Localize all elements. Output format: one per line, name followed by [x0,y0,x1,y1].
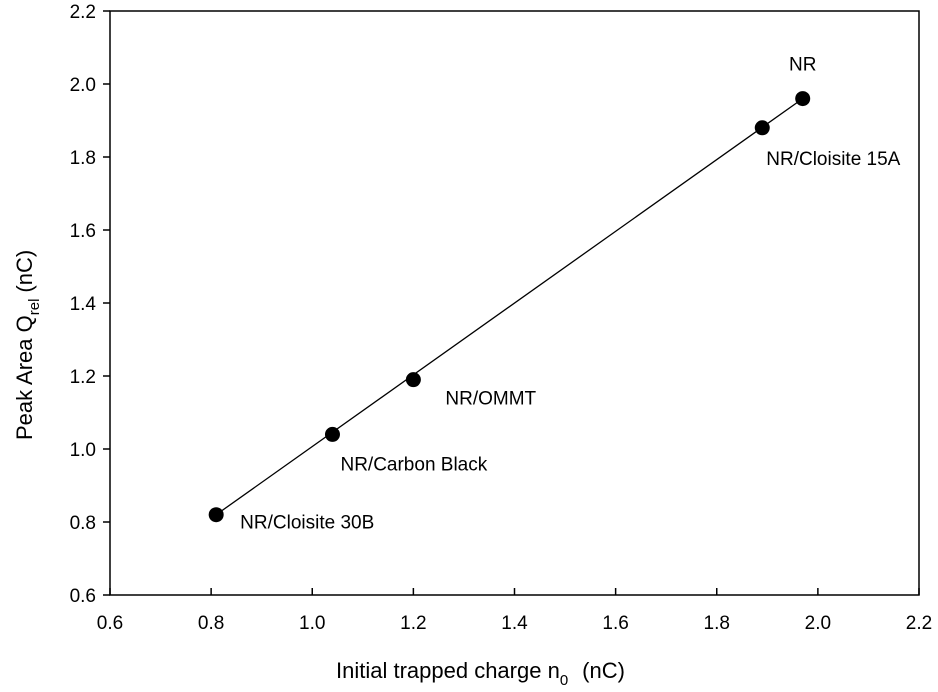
y-axis-title: Peak Area Qrel(nC) [12,250,43,440]
y-tick-label: 2.2 [70,2,96,23]
fit-line [215,98,804,516]
point-label: NR/OMMT [445,389,536,410]
point-labels: NR/Cloisite 30B NR/Carbon Black NR/OMMT NR/… [240,55,901,534]
x-tick-label: 1.2 [400,613,426,634]
y-axis-ticks: 0.6 0.8 1.0 1.2 1.4 1.6 1.8 2.0 2.2 [70,2,110,607]
point-label: NR/Cloisite 30B [240,513,374,534]
x-tick-label: 0.8 [198,613,224,634]
point-label: NR [789,55,816,76]
point-label: NR/Cloisite 15A [766,149,900,170]
data-point [324,426,340,442]
y-tick-label: 0.6 [70,586,96,607]
data-points [208,91,811,523]
x-tick-label: 2.2 [906,613,932,634]
y-tick-label: 1.8 [70,148,96,169]
point-label: NR/Carbon Black [340,454,487,475]
y-tick-label: 1.0 [70,440,96,461]
x-tick-label: 1.0 [299,613,325,634]
x-axis-ticks: 0.6 0.8 1.0 1.2 1.4 1.6 1.8 2.0 2.2 [97,588,932,634]
data-point [208,507,224,523]
x-tick-label: 1.6 [602,613,628,634]
y-tick-label: 1.4 [70,294,97,315]
x-axis-title: Initial trapped charge n0 (nC) [336,658,625,689]
x-tick-label: 1.8 [704,613,730,634]
data-point [405,372,421,388]
data-point [795,91,811,107]
y-tick-label: 1.2 [70,367,96,388]
x-tick-label: 2.0 [805,613,831,634]
y-tick-label: 2.0 [70,75,96,96]
y-tick-label: 1.6 [70,221,96,242]
x-tick-label: 1.4 [501,613,528,634]
x-tick-label: 0.6 [97,613,123,634]
y-tick-label: 0.8 [70,513,96,534]
data-point [754,120,770,136]
